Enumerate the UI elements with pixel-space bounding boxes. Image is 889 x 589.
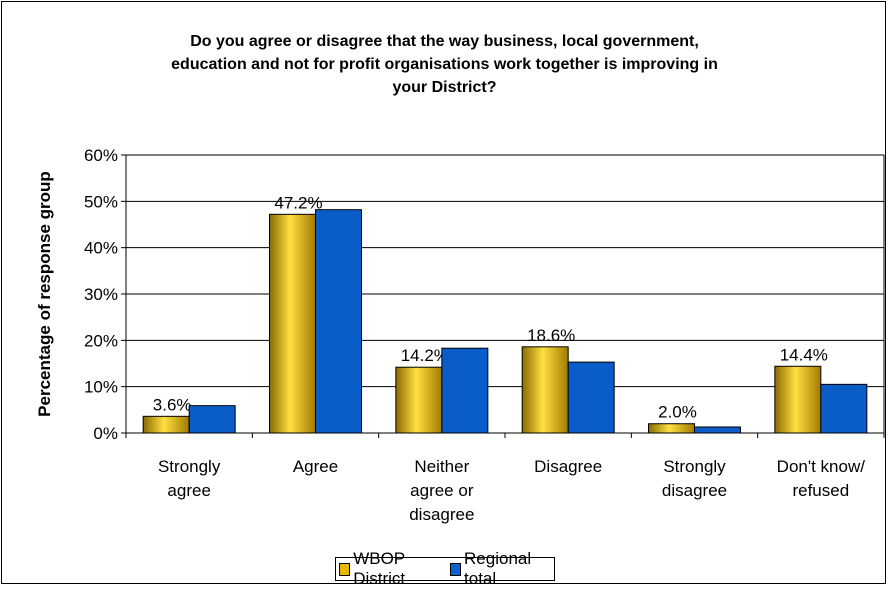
legend-label-wbop: WBOP District: [353, 549, 406, 588]
y-tick-label: 30%: [84, 285, 118, 304]
bar-regional-total: [694, 426, 741, 434]
bar-wbop-district: [395, 366, 443, 434]
chart-title: Do you agree or disagree that the way bu…: [0, 30, 889, 99]
bar-regional-total: [820, 383, 868, 434]
x-tick-label: agree or: [410, 481, 474, 500]
x-tick-label: Strongly: [663, 457, 726, 476]
legend-item-regional: Regional total: [449, 549, 551, 589]
data-label: 18.6%: [527, 326, 575, 345]
y-axis-label: Percentage of response group: [35, 171, 54, 417]
bar-wbop-district: [648, 423, 695, 434]
chart-title-line-1: Do you agree or disagree that the way bu…: [190, 33, 699, 50]
legend-swatch-wbop: [339, 562, 351, 576]
data-label: 3.6%: [153, 395, 192, 414]
x-tick-label: Neither: [414, 457, 469, 476]
data-label: 14.4%: [780, 345, 828, 364]
bar-wbop-district: [521, 346, 569, 434]
chart-title-line-2: education and not for profit organisatio…: [171, 56, 718, 73]
x-tick-label: refused: [792, 481, 849, 500]
y-tick-label: 50%: [84, 192, 118, 211]
legend-swatch-regional: [449, 562, 462, 576]
y-tick-label: 40%: [84, 239, 118, 258]
data-label: 47.2%: [274, 193, 322, 212]
x-tick-label: disagree: [409, 505, 474, 524]
y-tick-label: 20%: [84, 331, 118, 350]
x-tick-label: Agree: [293, 457, 338, 476]
bar-wbop-district: [269, 213, 316, 434]
x-tick-label: disagree: [662, 481, 727, 500]
x-tick-label: agree: [167, 481, 210, 500]
y-tick-label: 0%: [93, 424, 118, 443]
bar-regional-total: [188, 405, 236, 434]
legend-item-wbop: WBOP District: [339, 549, 444, 589]
bar-wbop-district: [142, 415, 190, 434]
x-tick-label: Don't know/: [777, 457, 866, 476]
bar-wbop-district: [774, 365, 822, 434]
x-tick-label: Strongly: [158, 457, 221, 476]
x-tick-label: Disagree: [534, 457, 602, 476]
data-label: 14.2%: [401, 346, 449, 365]
data-label: 2.0%: [658, 403, 697, 422]
legend-label-regional: Regional total: [464, 549, 532, 588]
y-tick-label: 10%: [84, 378, 118, 397]
bar-regional-total: [441, 347, 489, 434]
bar-regional-total: [567, 361, 615, 434]
y-tick-label: 60%: [84, 146, 118, 165]
chart-title-line-3: your District?: [392, 79, 497, 96]
bar-regional-total: [315, 209, 362, 434]
legend: WBOP District Regional total: [335, 549, 555, 588]
